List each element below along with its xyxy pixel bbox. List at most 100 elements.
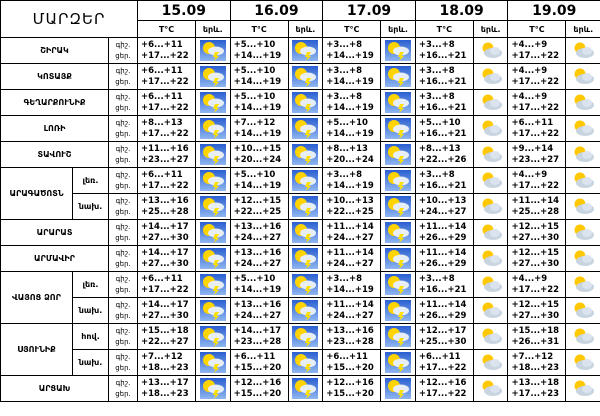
region-name: ԼՈՌԻ	[0, 115, 109, 142]
text-line: +14...+17	[141, 247, 189, 258]
weather	[472, 323, 509, 350]
thunder-icon	[292, 196, 319, 217]
text-line: +14...+17	[141, 299, 189, 310]
temperature: +13...+17 +18...+23	[137, 375, 197, 402]
weather	[565, 89, 600, 116]
icon-label: երև.	[195, 20, 231, 38]
weather	[472, 219, 509, 246]
text-line: +10...+15	[233, 143, 282, 154]
text-line: +17...+22	[511, 76, 560, 87]
zone-label: լեռ.	[72, 271, 109, 298]
text-line: +11...+14	[326, 221, 374, 232]
temperature: +12...+15 +27...+30	[507, 297, 567, 324]
text-line: +16...+21	[418, 102, 467, 113]
region-name: ՍՅՈՒՆԻՔ	[0, 323, 73, 376]
weather	[565, 297, 600, 324]
weather	[195, 323, 231, 350]
weather	[380, 63, 416, 90]
text-line: +27...+30	[141, 310, 189, 321]
text-line: +15...+20	[233, 362, 282, 373]
cloud-icon	[574, 120, 595, 136]
weather	[380, 141, 416, 168]
temperature: +14...+17 +27...+30	[137, 219, 197, 246]
cloud-icon	[574, 276, 595, 292]
temperature: +11...+14 +24...+27	[322, 297, 382, 324]
weather	[565, 219, 600, 246]
region-row: ԱՐՄԱՎԻՐ գիշ. ցեր. +14...+17 +27...+30 +13...+…	[0, 245, 600, 272]
temp-label: T°C	[137, 20, 197, 38]
cloud-icon	[482, 224, 502, 240]
thunder-icon	[385, 300, 412, 321]
thunder-icon	[292, 66, 319, 87]
text-line: +15...+20	[326, 388, 374, 399]
text-line: գիշ.	[115, 170, 131, 179]
weather	[380, 115, 416, 142]
text-line: +17...+22	[141, 50, 189, 61]
text-line: +17...+22	[141, 180, 189, 191]
thunder-icon	[292, 248, 319, 269]
text-line: +13...+18	[511, 377, 560, 388]
text-line: +13...+17	[141, 377, 189, 388]
thunder-icon	[199, 92, 226, 113]
temperature: +3...+8 +16...+21	[414, 167, 474, 194]
text-line: +11...+14	[418, 221, 467, 232]
weather	[472, 63, 509, 90]
weather	[472, 89, 509, 116]
weather	[195, 193, 231, 220]
thunder-icon	[199, 170, 226, 191]
weather	[195, 349, 231, 376]
cloud-icon	[574, 172, 595, 188]
thunder-icon	[199, 326, 226, 347]
text-line: +3...+8	[326, 39, 362, 50]
temperature: +3...+8 +14...+19	[322, 37, 382, 64]
text-line: +24...+27	[233, 310, 282, 321]
temperature: +5...+10 +14...+19	[229, 63, 289, 90]
region-name: ԱՐՑԱԽ	[0, 375, 109, 402]
thunder-icon	[385, 196, 412, 217]
temperature: +6...+11 +17...+22	[137, 271, 197, 298]
text-line: +17...+22	[511, 180, 560, 191]
text-line: +17...+22	[511, 128, 560, 139]
weather	[472, 193, 509, 220]
weather	[380, 375, 416, 402]
weather	[287, 297, 324, 324]
temperature: +3...+8 +16...+21	[414, 63, 474, 90]
text-line: +14...+19	[233, 180, 282, 191]
text-line: ցեր.	[115, 389, 131, 398]
period-labels: գիշ. ցեր.	[107, 375, 139, 402]
weather	[195, 63, 231, 90]
thunder-icon	[385, 66, 412, 87]
text-line: +5...+10	[233, 169, 276, 180]
text-line: +14...+19	[326, 128, 374, 139]
weather	[472, 167, 509, 194]
weather	[565, 167, 600, 194]
text-line: +26...+29	[418, 310, 467, 321]
cloud-icon	[574, 68, 595, 84]
temperature: +6...+11 +15...+20	[229, 349, 289, 376]
text-line: +14...+19	[326, 102, 374, 113]
temperature: +6...+11 +17...+22	[414, 349, 474, 376]
weather	[287, 245, 324, 272]
text-line: +27...+30	[141, 232, 189, 243]
text-line: +23...+27	[511, 154, 560, 165]
text-line: +17...+22	[141, 128, 189, 139]
thunder-icon	[292, 118, 319, 139]
text-line: +18...+23	[141, 388, 189, 399]
weather	[195, 115, 231, 142]
text-line: +10...+13	[326, 195, 374, 206]
text-line: +23...+28	[326, 336, 374, 347]
thunder-icon	[292, 326, 319, 347]
text-line: +13...+16	[233, 221, 282, 232]
text-line: +25...+28	[141, 206, 189, 217]
text-line: +22...+27	[141, 336, 189, 347]
zone-label: նախ.	[72, 297, 109, 324]
text-line: գիշ.	[115, 274, 131, 283]
text-line: +6...+11	[326, 351, 368, 362]
text-line: +14...+19	[233, 102, 282, 113]
text-line: գիշ.	[115, 144, 131, 153]
weather	[380, 271, 416, 298]
text-line: +6...+11	[511, 117, 554, 128]
text-line: +24...+27	[233, 232, 282, 243]
weather	[195, 297, 231, 324]
temperature: +5...+10 +14...+19	[229, 37, 289, 64]
